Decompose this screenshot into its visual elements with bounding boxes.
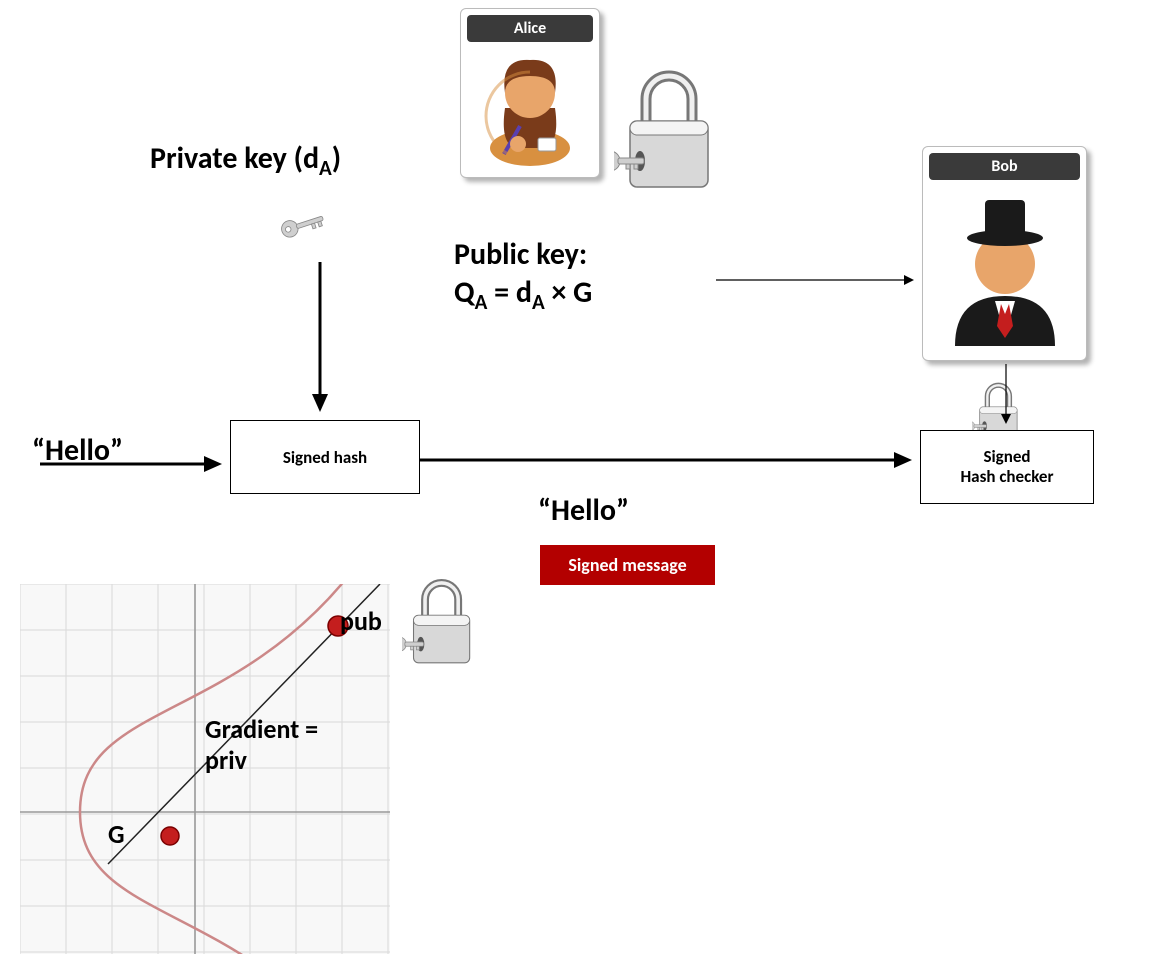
g-point-label: G — [108, 818, 125, 850]
pub-point-label: pub — [340, 605, 382, 637]
gradient-label: Gradient =priv — [205, 714, 318, 776]
